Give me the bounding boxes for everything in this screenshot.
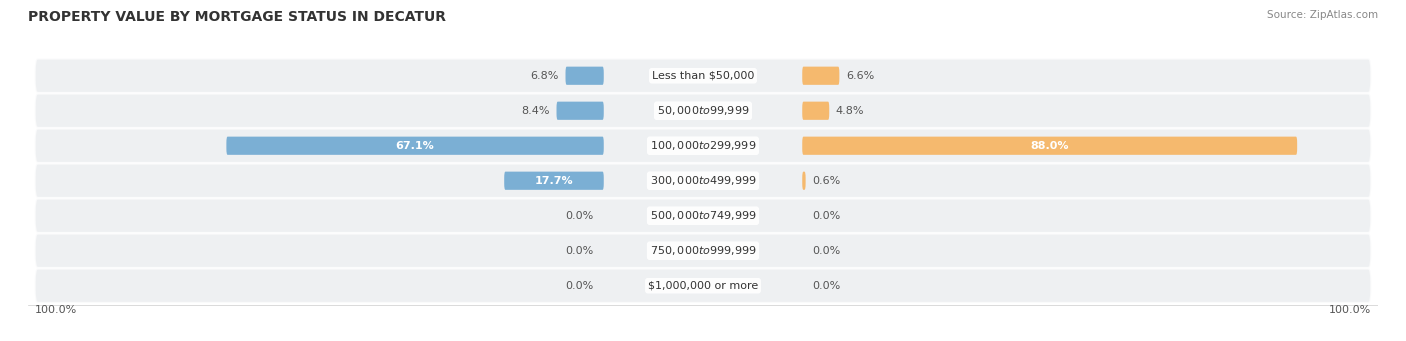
Text: 8.4%: 8.4% [522,106,550,116]
FancyBboxPatch shape [565,66,603,85]
FancyBboxPatch shape [557,102,603,120]
FancyBboxPatch shape [803,137,1298,155]
Text: 6.8%: 6.8% [530,71,560,81]
Text: Less than $50,000: Less than $50,000 [652,71,754,81]
Text: PROPERTY VALUE BY MORTGAGE STATUS IN DECATUR: PROPERTY VALUE BY MORTGAGE STATUS IN DEC… [28,10,446,24]
Text: 0.0%: 0.0% [813,246,841,256]
FancyBboxPatch shape [803,102,830,120]
Text: $50,000 to $99,999: $50,000 to $99,999 [657,104,749,117]
FancyBboxPatch shape [35,129,1371,163]
Text: $1,000,000 or more: $1,000,000 or more [648,281,758,291]
Text: 100.0%: 100.0% [1329,305,1371,315]
Text: 0.6%: 0.6% [813,176,841,186]
Text: Source: ZipAtlas.com: Source: ZipAtlas.com [1267,10,1378,20]
FancyBboxPatch shape [35,269,1371,303]
Text: 17.7%: 17.7% [534,176,574,186]
FancyBboxPatch shape [35,93,1371,128]
FancyBboxPatch shape [226,137,603,155]
Text: $500,000 to $749,999: $500,000 to $749,999 [650,209,756,222]
Text: 67.1%: 67.1% [395,141,434,151]
FancyBboxPatch shape [505,172,603,190]
FancyBboxPatch shape [35,234,1371,268]
Text: 6.6%: 6.6% [846,71,875,81]
Text: 0.0%: 0.0% [813,211,841,221]
Text: $300,000 to $499,999: $300,000 to $499,999 [650,174,756,187]
Text: 100.0%: 100.0% [35,305,77,315]
Text: 0.0%: 0.0% [813,281,841,291]
FancyBboxPatch shape [35,59,1371,93]
Text: 0.0%: 0.0% [565,246,593,256]
Text: 4.8%: 4.8% [835,106,865,116]
Text: 0.0%: 0.0% [565,281,593,291]
FancyBboxPatch shape [803,66,839,85]
Text: $100,000 to $299,999: $100,000 to $299,999 [650,139,756,152]
FancyBboxPatch shape [35,164,1371,198]
Text: 0.0%: 0.0% [565,211,593,221]
Text: 88.0%: 88.0% [1031,141,1069,151]
FancyBboxPatch shape [803,172,806,190]
Text: $750,000 to $999,999: $750,000 to $999,999 [650,244,756,257]
FancyBboxPatch shape [35,198,1371,233]
